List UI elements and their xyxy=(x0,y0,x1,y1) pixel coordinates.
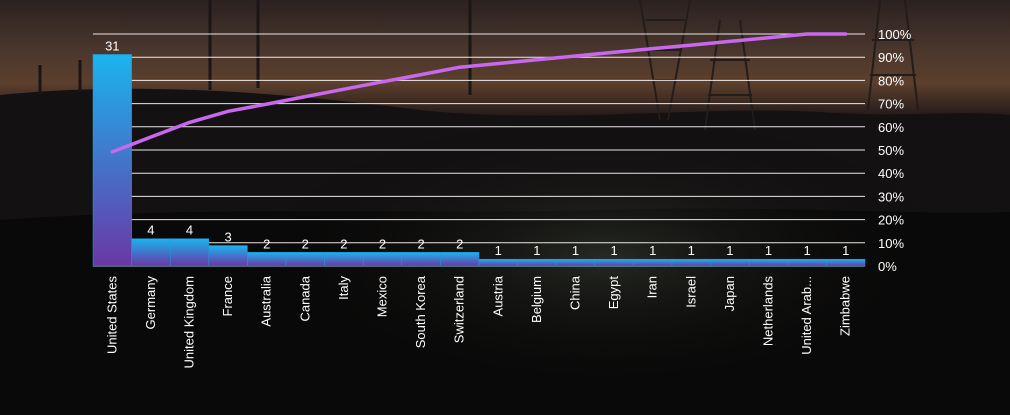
bar xyxy=(633,258,673,267)
right-axis-tick-label: 60% xyxy=(878,120,904,135)
bar-value-label: 2 xyxy=(302,236,309,251)
bar xyxy=(787,258,827,267)
bar-value-label: 2 xyxy=(379,236,386,251)
right-axis-ticks: 0% 10% 20% 30% 40% 50% 60% 70% 80% 90% 100% xyxy=(878,27,912,274)
bar-value-label: 2 xyxy=(340,236,347,251)
wind-turbines xyxy=(38,0,472,95)
right-axis-tick-label: 20% xyxy=(878,213,904,228)
category-label: Zimbabwe xyxy=(838,276,853,336)
category-label: South Korea xyxy=(413,275,428,348)
category-label: Germany xyxy=(143,276,158,330)
category-label: Israel xyxy=(683,276,698,308)
bar-data-labels: 31 4 4 3 2 2 2 2 2 2 1 1 1 1 1 1 1 1 1 1 xyxy=(105,38,849,258)
right-axis-tick-label: 40% xyxy=(878,166,904,181)
category-label: China xyxy=(568,275,583,310)
category-label: Belgium xyxy=(529,276,544,323)
bar xyxy=(478,258,518,267)
bar-value-label: 2 xyxy=(417,236,424,251)
category-label: Japan xyxy=(722,276,737,311)
bar-value-label: 1 xyxy=(803,243,810,258)
bar xyxy=(594,258,634,267)
category-label: Iran xyxy=(645,276,660,298)
category-label: Netherlands xyxy=(761,276,776,347)
cumulative-percent-line xyxy=(110,32,848,154)
category-label: Canada xyxy=(297,275,312,321)
category-label: United Arab... xyxy=(799,276,814,355)
category-label: Switzerland xyxy=(452,276,467,343)
bar-value-label: 3 xyxy=(224,230,231,245)
right-axis-tick-label: 0% xyxy=(878,259,897,274)
bar xyxy=(401,252,441,267)
category-label: Egypt xyxy=(606,276,621,310)
right-axis-tick-label: 90% xyxy=(878,50,904,65)
bar-value-label: 4 xyxy=(147,223,154,238)
bar-value-label: 2 xyxy=(263,236,270,251)
bar xyxy=(555,258,596,267)
category-label: Mexico xyxy=(375,276,390,317)
bar xyxy=(324,252,364,267)
bar xyxy=(710,258,750,267)
category-label: United Kingdom xyxy=(182,276,197,369)
bar-value-label: 1 xyxy=(726,243,733,258)
right-axis-tick-label: 100% xyxy=(878,27,912,42)
category-label: France xyxy=(220,276,235,316)
right-axis-tick-label: 30% xyxy=(878,189,904,204)
category-label: Italy xyxy=(336,276,351,300)
right-axis-tick-label: 10% xyxy=(878,236,904,251)
cumulative-line-series xyxy=(110,32,848,154)
right-axis-tick-label: 80% xyxy=(878,73,904,88)
bar-value-label: 1 xyxy=(688,243,695,258)
category-label: Austria xyxy=(490,275,505,316)
bar xyxy=(169,238,210,267)
right-axis-tick-label: 70% xyxy=(878,97,904,112)
category-axis-labels: United States Germany United Kingdom France… xyxy=(104,275,852,368)
bar-value-label: 1 xyxy=(533,243,540,258)
bar-value-label: 1 xyxy=(610,243,617,258)
bar xyxy=(671,258,711,267)
bar xyxy=(208,245,248,267)
bar-value-label: 1 xyxy=(649,243,656,258)
bar xyxy=(362,252,403,267)
bar xyxy=(440,252,480,267)
power-pylons xyxy=(639,0,919,131)
bar-value-label: 1 xyxy=(572,243,579,258)
category-label: United States xyxy=(104,276,119,355)
right-axis-tick-label: 50% xyxy=(878,143,904,158)
bar-series xyxy=(92,54,866,267)
bar-value-label: 1 xyxy=(842,243,849,258)
bar-value-label: 4 xyxy=(186,223,193,238)
bar xyxy=(247,252,287,267)
category-label: Australia xyxy=(259,275,274,326)
bar xyxy=(131,238,171,267)
bar-value-label: 2 xyxy=(456,236,463,251)
bar-value-label: 1 xyxy=(495,243,502,258)
bar xyxy=(826,258,866,267)
bar xyxy=(92,54,132,267)
bar xyxy=(517,258,557,267)
bar xyxy=(748,258,789,267)
gridlines xyxy=(93,33,865,267)
bar-value-label: 1 xyxy=(765,243,772,258)
bar-value-label: 31 xyxy=(105,38,119,53)
bar xyxy=(285,252,325,267)
